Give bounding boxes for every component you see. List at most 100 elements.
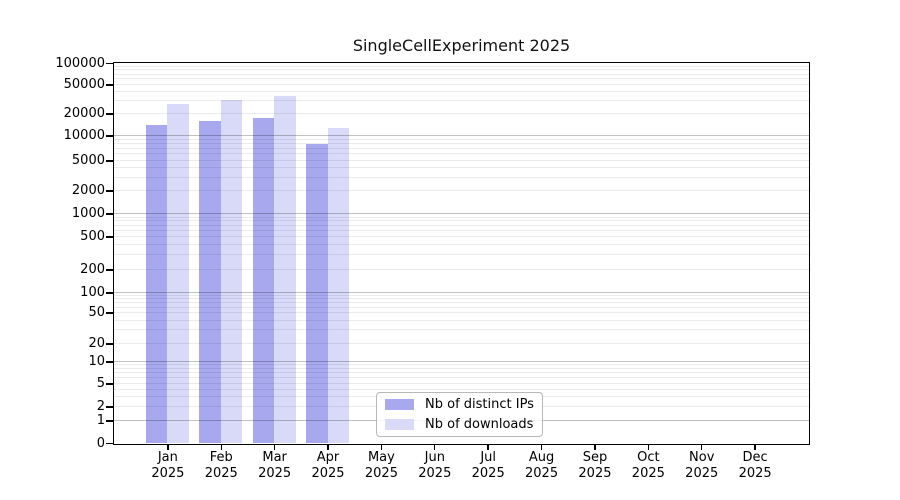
gridline-minor xyxy=(114,167,809,169)
y-tick-mark xyxy=(106,113,113,115)
y-tick-label: 2000 xyxy=(71,182,105,198)
gridline-minor xyxy=(114,65,809,67)
y-tick-mark xyxy=(106,312,113,314)
gridline-minor xyxy=(114,100,809,102)
y-tick-mark xyxy=(106,269,113,271)
gridline-minor xyxy=(114,138,809,140)
grid-layer xyxy=(114,63,809,444)
gridline-minor xyxy=(114,69,809,71)
gridline-minor xyxy=(114,254,809,256)
x-tick-label-dec: Dec 2025 xyxy=(738,450,772,481)
bar-nb-of-distinct-ips-feb xyxy=(199,120,221,443)
y-tick-mark xyxy=(106,361,113,363)
gridline-minor xyxy=(114,372,809,374)
gridline-minor xyxy=(114,244,809,246)
x-tick-label-nov: Nov 2025 xyxy=(685,450,719,481)
x-tick-mark xyxy=(701,445,703,450)
x-tick-label-aug: Aug 2025 xyxy=(525,450,559,481)
x-tick-mark xyxy=(647,445,650,450)
gridline-minor xyxy=(114,78,809,80)
y-tick-label: 100 xyxy=(80,284,105,300)
bar-nb-of-distinct-ips-apr xyxy=(306,143,328,443)
x-tick-mark xyxy=(167,445,169,450)
x-tick-label-jul: Jul 2025 xyxy=(471,450,505,481)
legend: Nb of distinct IPs Nb of downloads xyxy=(376,392,543,437)
gridline-major xyxy=(114,291,809,293)
y-tick-label: 1 xyxy=(96,413,105,428)
y-tick-label: 5000 xyxy=(71,153,105,168)
gridline-minor xyxy=(114,368,809,370)
legend-item-distinct-ips: Nb of distinct IPs xyxy=(385,397,534,412)
legend-item-downloads: Nb of downloads xyxy=(385,417,534,432)
y-tick-label: 20000 xyxy=(63,106,105,121)
legend-label-distinct-ips: Nb of distinct IPs xyxy=(425,397,534,412)
x-tick-label-jan: Jan 2025 xyxy=(151,450,185,481)
y-tick-label: 10 xyxy=(88,353,105,369)
bar-nb-of-downloads-mar xyxy=(274,96,296,443)
y-tick-label: 20 xyxy=(88,336,105,352)
y-tick-mark xyxy=(106,406,113,408)
gridline-minor xyxy=(114,113,809,114)
y-tick-mark xyxy=(106,160,113,162)
y-tick-mark xyxy=(106,292,113,294)
y-tick-mark xyxy=(106,135,113,137)
gridline-minor xyxy=(114,143,809,145)
gridline-major xyxy=(114,360,809,362)
x-tick-mark xyxy=(380,445,383,450)
y-tick-label: 10000 xyxy=(63,128,105,143)
gridline-minor xyxy=(114,236,809,237)
gridline-minor xyxy=(114,329,809,331)
x-tick-label-oct: Oct 2025 xyxy=(631,450,665,481)
gridline-minor xyxy=(114,153,809,155)
gridline-minor xyxy=(114,216,809,218)
y-tick-mark xyxy=(106,62,113,65)
gridline-minor xyxy=(114,298,809,300)
y-tick-label: 1000 xyxy=(71,206,105,222)
y-tick-label: 0 xyxy=(96,435,105,451)
x-tick-label-jun: Jun 2025 xyxy=(418,450,452,481)
gridline-minor xyxy=(114,73,809,75)
y-tick-mark xyxy=(106,442,113,445)
bar-nb-of-downloads-jan xyxy=(167,104,189,443)
y-tick-mark xyxy=(106,84,113,86)
y-tick-label: 5 xyxy=(96,375,105,391)
gridline-minor xyxy=(114,306,809,308)
x-tick-mark xyxy=(540,445,543,450)
legend-swatch-distinct-ips xyxy=(385,399,414,410)
y-tick-label: 200 xyxy=(80,261,105,277)
x-tick-mark xyxy=(594,445,596,450)
x-tick-mark xyxy=(273,445,276,450)
x-tick-mark xyxy=(487,445,489,450)
gridline-minor xyxy=(114,84,809,85)
x-tick-label-may: May 2025 xyxy=(364,450,398,481)
bar-nb-of-downloads-apr xyxy=(327,127,350,443)
chart-title: SingleCellExperiment 2025 xyxy=(352,36,571,55)
gridline-minor xyxy=(114,91,809,93)
gridline-minor xyxy=(114,364,809,366)
bars-layer xyxy=(114,63,809,444)
gridline-minor xyxy=(114,176,809,178)
bar-nb-of-distinct-ips-mar xyxy=(252,117,275,443)
x-tick-mark xyxy=(754,445,756,450)
gridline-major xyxy=(114,135,809,136)
x-tick-mark xyxy=(434,445,436,450)
gridline-minor xyxy=(114,319,809,321)
gridline-minor xyxy=(114,268,809,270)
gridline-minor xyxy=(114,160,809,161)
gridline-minor xyxy=(114,343,809,345)
gridline-minor xyxy=(114,224,809,226)
gridline-minor xyxy=(114,312,809,313)
legend-label-downloads: Nb of downloads xyxy=(425,417,534,432)
x-tick-label-feb: Feb 2025 xyxy=(204,450,238,481)
gridline-minor xyxy=(114,220,809,222)
y-tick-mark xyxy=(106,213,113,215)
plot-area xyxy=(113,62,810,445)
legend-swatch-downloads xyxy=(385,419,414,430)
gridline-minor xyxy=(114,388,809,390)
y-tick-mark xyxy=(106,383,113,385)
x-tick-label-sep: Sep 2025 xyxy=(578,450,612,481)
y-tick-mark xyxy=(106,343,113,345)
bar-nb-of-distinct-ips-jan xyxy=(145,124,168,443)
y-tick-label: 2 xyxy=(96,398,105,414)
